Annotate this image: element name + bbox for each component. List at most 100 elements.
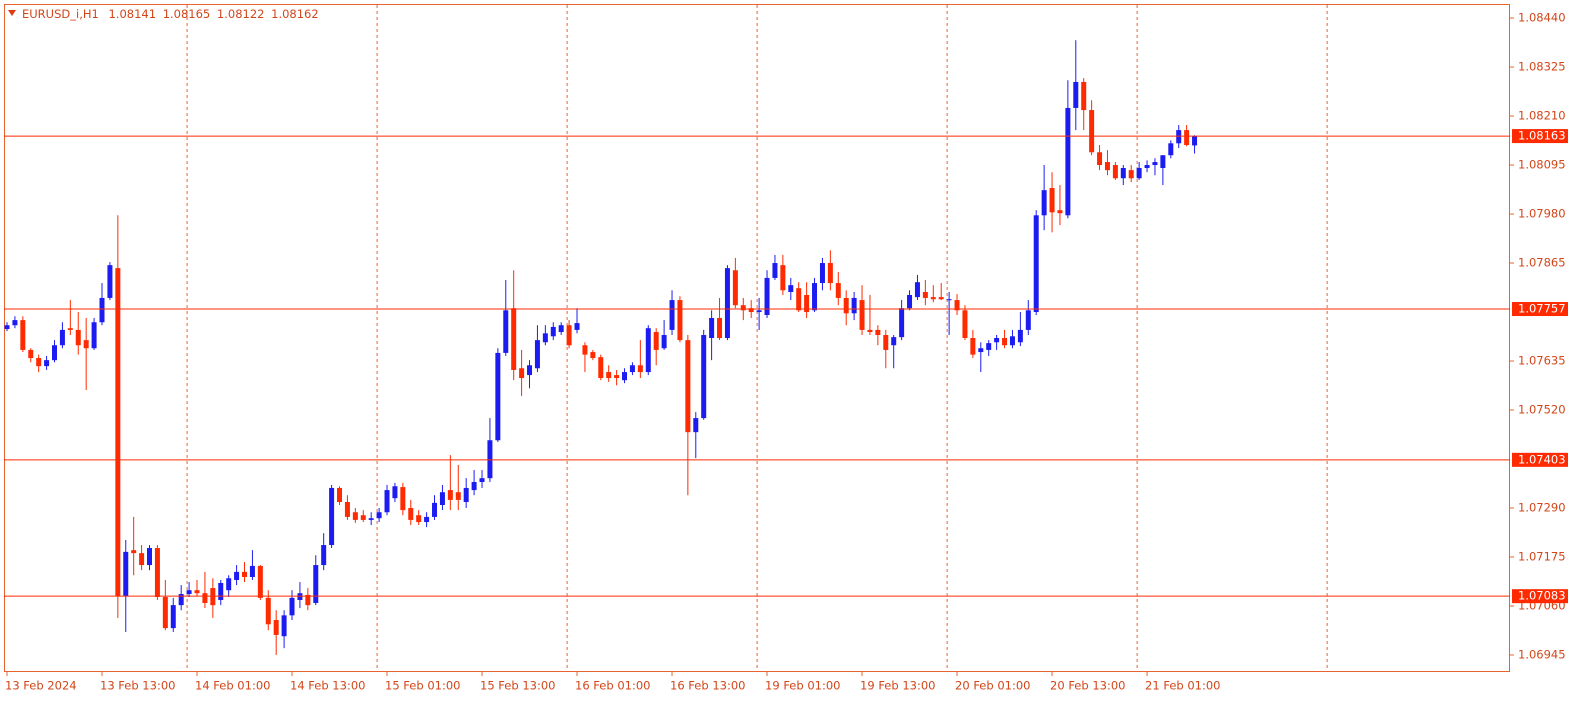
ohlc-low: 1.08122 xyxy=(217,7,265,21)
candle-body xyxy=(946,299,952,301)
candle-body xyxy=(542,333,548,343)
candle-body xyxy=(819,263,825,284)
candle-body xyxy=(1041,190,1047,216)
candle-body xyxy=(1065,107,1071,216)
candle-body xyxy=(907,294,913,309)
candle-body xyxy=(899,308,905,338)
candle-body xyxy=(938,297,944,300)
candle-body xyxy=(1144,165,1150,169)
candle-body xyxy=(154,548,160,598)
candle-body xyxy=(827,263,833,284)
candle-body xyxy=(954,300,960,311)
candle-body xyxy=(107,265,113,298)
candle-body xyxy=(1073,81,1079,108)
candle-body xyxy=(772,263,778,278)
candle-body xyxy=(91,322,97,349)
candle-body xyxy=(891,337,897,346)
candle-body xyxy=(629,365,635,373)
header-arrow xyxy=(8,10,16,16)
y-tick-label: 1.07635 xyxy=(1518,354,1566,368)
candle-body xyxy=(598,357,604,379)
candle-body xyxy=(1120,168,1126,179)
y-tick-label: 1.07520 xyxy=(1518,402,1566,416)
y-tick-label: 1.07290 xyxy=(1518,500,1566,514)
candle-body xyxy=(622,372,628,381)
candle-body xyxy=(709,317,715,338)
y-tick-label: 1.06945 xyxy=(1518,647,1566,661)
candle-body xyxy=(519,368,525,379)
level-label: 1.07083 xyxy=(1518,589,1566,603)
candle-body xyxy=(384,490,390,513)
candle-body xyxy=(408,507,414,520)
candle-body xyxy=(67,328,73,330)
candle-body xyxy=(99,297,105,323)
candle-body xyxy=(305,594,311,606)
candle-body xyxy=(875,329,881,336)
ohlc-close: 1.08162 xyxy=(271,7,319,21)
candle-body xyxy=(178,594,184,606)
header: EURUSD_i,H1 1.08141 1.08165 1.08122 1.08… xyxy=(22,7,319,21)
level-box xyxy=(1512,452,1568,467)
candle-body xyxy=(1152,162,1158,166)
candle-body xyxy=(392,486,398,499)
candle-body xyxy=(479,478,485,482)
candle-body xyxy=(147,548,153,566)
candle-body xyxy=(693,418,699,433)
candle-body xyxy=(685,340,691,433)
candle-body xyxy=(424,516,430,523)
candle-body xyxy=(83,340,89,349)
candle-body xyxy=(12,320,18,326)
candle-body xyxy=(527,365,533,376)
candle-body xyxy=(511,308,517,370)
candle-body xyxy=(970,338,976,355)
candle-body xyxy=(170,605,176,629)
candle-body xyxy=(1089,110,1095,153)
candle-body xyxy=(1097,152,1103,166)
candle-body xyxy=(432,502,438,517)
candle-body xyxy=(1033,215,1039,313)
candle-body xyxy=(653,332,659,350)
y-tick-label: 1.08210 xyxy=(1518,109,1566,123)
y-tick-label: 1.07865 xyxy=(1518,256,1566,270)
candle-body xyxy=(780,265,786,291)
level-label: 1.07757 xyxy=(1518,302,1566,316)
candle-body xyxy=(162,597,168,629)
candle-body xyxy=(368,518,374,520)
candle-body xyxy=(701,335,707,419)
x-tick-label: 15 Feb 13:00 xyxy=(480,679,555,693)
candle-body xyxy=(582,345,588,355)
candle-body xyxy=(242,571,248,577)
candle-body xyxy=(44,360,50,367)
y-tick-label: 1.07175 xyxy=(1518,549,1566,563)
candle-body xyxy=(867,329,873,333)
candle-body xyxy=(558,325,564,333)
candle-body xyxy=(4,325,10,330)
level-box xyxy=(1512,302,1568,317)
candle-body xyxy=(661,335,667,349)
candle-body xyxy=(1104,162,1110,171)
candle-body xyxy=(534,340,540,369)
level-label: 1.07403 xyxy=(1518,452,1566,466)
candle-body xyxy=(590,352,596,359)
x-tick-label: 14 Feb 01:00 xyxy=(195,679,270,693)
candle-body xyxy=(669,300,675,330)
candle-body xyxy=(1017,329,1023,343)
candle-body xyxy=(637,365,643,373)
candle-body xyxy=(471,481,477,491)
candle-body xyxy=(416,515,422,523)
candle-body xyxy=(962,310,968,338)
candle-body xyxy=(717,317,723,338)
candle-body xyxy=(321,545,327,566)
x-tick-label: 16 Feb 13:00 xyxy=(670,679,745,693)
x-tick-label: 20 Feb 01:00 xyxy=(955,679,1030,693)
candle-body xyxy=(986,343,992,350)
y-tick-label: 1.08440 xyxy=(1518,11,1566,25)
candle-body xyxy=(788,285,794,292)
candle-body xyxy=(131,550,137,554)
candle-body xyxy=(1057,210,1063,214)
candle-body xyxy=(851,297,857,314)
candle-body xyxy=(883,335,889,350)
candle-body xyxy=(226,578,232,591)
